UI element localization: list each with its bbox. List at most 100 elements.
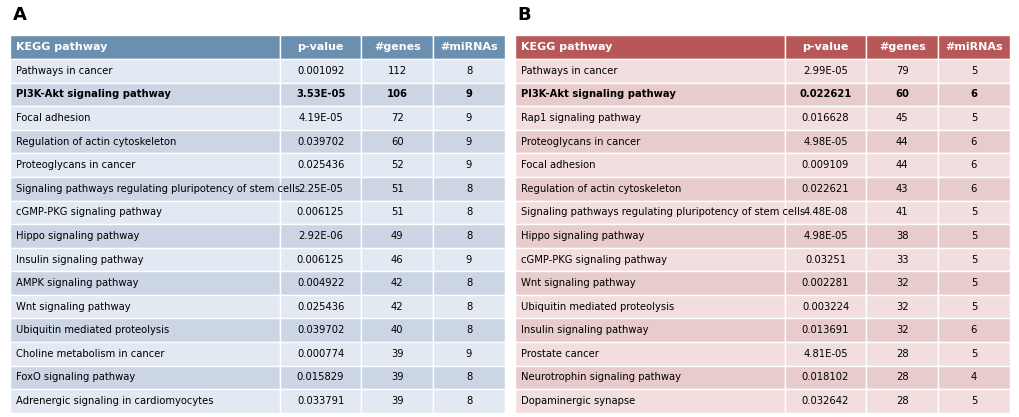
Text: 49: 49 xyxy=(390,231,404,241)
Text: 4.48E-08: 4.48E-08 xyxy=(803,207,847,217)
Text: 33: 33 xyxy=(895,254,908,264)
Bar xyxy=(10,319,279,342)
Text: 4.81E-05: 4.81E-05 xyxy=(802,349,847,359)
Bar xyxy=(279,153,361,177)
Text: A: A xyxy=(12,6,26,24)
Text: 9: 9 xyxy=(466,160,472,170)
Bar xyxy=(279,224,361,248)
Text: 0.015829: 0.015829 xyxy=(297,372,344,382)
Bar xyxy=(361,83,433,106)
Text: 0.004922: 0.004922 xyxy=(297,278,344,288)
Bar xyxy=(10,295,279,319)
Text: 0.003224: 0.003224 xyxy=(801,301,848,311)
Text: 4.98E-05: 4.98E-05 xyxy=(802,231,847,241)
Text: 5: 5 xyxy=(970,349,976,359)
Text: 45: 45 xyxy=(895,113,908,123)
Text: Proteoglycans in cancer: Proteoglycans in cancer xyxy=(16,160,136,170)
Text: 0.002281: 0.002281 xyxy=(801,278,849,288)
Bar xyxy=(937,153,1009,177)
Text: 32: 32 xyxy=(895,278,908,288)
Bar xyxy=(361,342,433,366)
Text: 0.018102: 0.018102 xyxy=(801,372,849,382)
Bar xyxy=(784,319,865,342)
Bar xyxy=(865,177,937,201)
Text: #miRNAs: #miRNAs xyxy=(440,42,497,52)
Bar xyxy=(433,130,504,153)
Bar xyxy=(433,319,504,342)
Bar xyxy=(10,342,279,366)
Bar xyxy=(10,271,279,295)
Bar xyxy=(515,366,784,389)
Bar xyxy=(515,153,784,177)
Bar xyxy=(515,295,784,319)
Text: Signaling pathways regulating pluripotency of stem cells: Signaling pathways regulating pluripoten… xyxy=(16,184,300,194)
Text: 9: 9 xyxy=(466,137,472,147)
Text: cGMP-PKG signaling pathway: cGMP-PKG signaling pathway xyxy=(16,207,162,217)
Bar xyxy=(784,201,865,224)
Text: 28: 28 xyxy=(895,372,908,382)
Bar xyxy=(433,106,504,130)
Text: 9: 9 xyxy=(465,89,472,99)
Bar xyxy=(784,130,865,153)
Text: Choline metabolism in cancer: Choline metabolism in cancer xyxy=(16,349,164,359)
Bar xyxy=(937,106,1009,130)
Bar xyxy=(433,248,504,271)
Text: FoxO signaling pathway: FoxO signaling pathway xyxy=(16,372,136,382)
Bar xyxy=(937,130,1009,153)
Text: p-value: p-value xyxy=(802,42,848,52)
Text: 9: 9 xyxy=(466,254,472,264)
Bar xyxy=(515,130,784,153)
Bar xyxy=(10,248,279,271)
Text: 8: 8 xyxy=(466,231,472,241)
Text: 8: 8 xyxy=(466,278,472,288)
Text: 4: 4 xyxy=(970,372,976,382)
Bar xyxy=(515,389,784,413)
Bar xyxy=(361,295,433,319)
Bar xyxy=(784,389,865,413)
Text: 5: 5 xyxy=(970,231,976,241)
Bar xyxy=(937,366,1009,389)
Text: B: B xyxy=(517,6,531,24)
Text: 60: 60 xyxy=(895,89,908,99)
Text: 4.98E-05: 4.98E-05 xyxy=(802,137,847,147)
Bar xyxy=(937,295,1009,319)
Text: 0.039702: 0.039702 xyxy=(297,325,344,335)
Text: 42: 42 xyxy=(390,301,404,311)
Bar xyxy=(279,248,361,271)
Bar xyxy=(515,177,784,201)
Text: Proteoglycans in cancer: Proteoglycans in cancer xyxy=(521,137,640,147)
Bar xyxy=(361,248,433,271)
Text: Ubiquitin mediated proteolysis: Ubiquitin mediated proteolysis xyxy=(521,301,674,311)
Bar xyxy=(279,319,361,342)
Bar xyxy=(515,248,784,271)
Text: 46: 46 xyxy=(390,254,404,264)
Bar xyxy=(937,389,1009,413)
Bar xyxy=(865,59,937,83)
Text: PI3K-Akt signaling pathway: PI3K-Akt signaling pathway xyxy=(521,89,676,99)
Text: 0.039702: 0.039702 xyxy=(297,137,344,147)
Text: 0.000774: 0.000774 xyxy=(297,349,343,359)
Text: 42: 42 xyxy=(390,278,404,288)
Bar xyxy=(279,271,361,295)
Text: 6: 6 xyxy=(970,137,976,147)
Text: 2.25E-05: 2.25E-05 xyxy=(298,184,342,194)
Text: Insulin signaling pathway: Insulin signaling pathway xyxy=(521,325,648,335)
Text: Pathways in cancer: Pathways in cancer xyxy=(521,66,616,76)
Bar xyxy=(937,35,1009,59)
Bar xyxy=(433,201,504,224)
Bar xyxy=(10,389,279,413)
Bar xyxy=(10,153,279,177)
Bar xyxy=(361,389,433,413)
Bar xyxy=(10,366,279,389)
Bar xyxy=(433,83,504,106)
Bar xyxy=(784,83,865,106)
Bar xyxy=(279,389,361,413)
Text: 0.022621: 0.022621 xyxy=(799,89,851,99)
Text: Hippo signaling pathway: Hippo signaling pathway xyxy=(521,231,644,241)
Text: 44: 44 xyxy=(895,137,908,147)
Text: 5: 5 xyxy=(970,301,976,311)
Bar xyxy=(865,153,937,177)
Text: 44: 44 xyxy=(895,160,908,170)
Text: 0.009109: 0.009109 xyxy=(801,160,849,170)
Bar xyxy=(937,319,1009,342)
